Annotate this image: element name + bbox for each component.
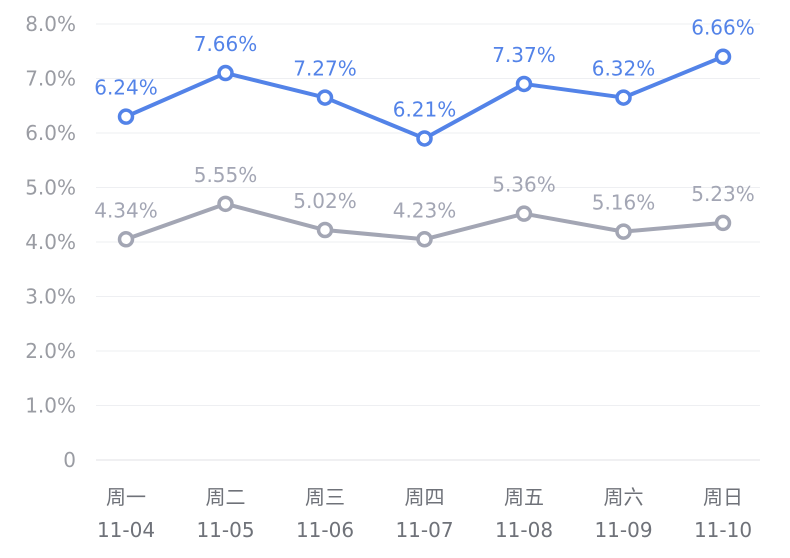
data-label: 6.66%: [691, 16, 755, 40]
x-tick-label-date: 11-04: [97, 518, 155, 542]
x-tick-label-date: 11-05: [196, 518, 254, 542]
data-point: [117, 108, 135, 125]
y-axis: 0 1.0% 2.0% 3.0% 4.0% 5.0% 6.0% 7.0% 8.0%: [25, 12, 76, 472]
data-label: 4.23%: [393, 198, 457, 222]
x-tick-label-day: 周六: [604, 485, 644, 509]
y-tick-label: 1.0%: [25, 394, 76, 418]
data-label: 6.21%: [393, 97, 457, 121]
data-label: 7.66%: [194, 32, 258, 56]
data-label: 6.32%: [592, 57, 656, 81]
data-label: 5.55%: [194, 163, 258, 187]
y-tick-label: 7.0%: [25, 67, 76, 91]
x-tick-label-date: 11-06: [296, 518, 354, 542]
x-tick-label-day: 周三: [305, 485, 345, 509]
data-point: [515, 75, 533, 93]
y-tick-label: 8.0%: [25, 12, 76, 36]
data-label: 7.37%: [492, 43, 556, 67]
data-label: 4.34%: [94, 198, 158, 222]
x-tick-label-date: 11-08: [495, 518, 553, 542]
data-point: [615, 223, 632, 240]
data-point: [416, 130, 433, 147]
data-point: [217, 195, 234, 213]
data-label: 7.27%: [293, 57, 357, 81]
data-point: [316, 89, 334, 106]
data-label: 6.24%: [94, 76, 158, 100]
x-tick-label-day: 周一: [106, 485, 146, 509]
y-tick-label: 0: [63, 448, 76, 472]
data-label: 5.16%: [592, 191, 656, 215]
x-tick-label-date: 11-10: [694, 518, 752, 542]
series-group: 6.24% 7.66% 7.27% 6.21% 7.37% 6.32% 6.66% 4.34%…: [94, 16, 755, 248]
data-point: [316, 221, 334, 239]
data-point: [217, 64, 234, 82]
data-point: [117, 231, 135, 248]
x-tick-label-day: 周五: [504, 485, 544, 509]
series-1: 6.24% 7.66% 7.27% 6.21% 7.37% 6.32% 6.66%: [94, 16, 755, 147]
x-tick-label-day: 周日: [703, 485, 743, 509]
data-point: [416, 231, 433, 248]
x-tick-label-date: 11-07: [395, 518, 453, 542]
data-point: [515, 205, 533, 222]
x-tick-label-day: 周四: [405, 485, 445, 509]
data-point: [615, 89, 632, 106]
data-label: 5.23%: [691, 182, 755, 206]
data-label: 5.02%: [293, 189, 357, 213]
x-axis: 周一 11-04 周二 11-05 周三 11-06 周四 11-07 周五 11-08 周六 11-…: [97, 485, 752, 542]
data-point: [714, 214, 732, 232]
y-tick-label: 3.0%: [25, 285, 76, 309]
x-tick-label-date: 11-09: [594, 518, 652, 542]
data-point: [714, 48, 732, 65]
y-tick-label: 2.0%: [25, 339, 76, 363]
data-label: 5.36%: [492, 173, 556, 197]
y-tick-label: 5.0%: [25, 176, 76, 200]
x-tick-label-day: 周二: [206, 485, 246, 509]
y-tick-label: 4.0%: [25, 230, 76, 254]
y-tick-label: 6.0%: [25, 121, 76, 145]
series-2: 4.34% 5.55% 5.02% 4.23% 5.36% 5.16% 5.23%: [94, 163, 755, 248]
